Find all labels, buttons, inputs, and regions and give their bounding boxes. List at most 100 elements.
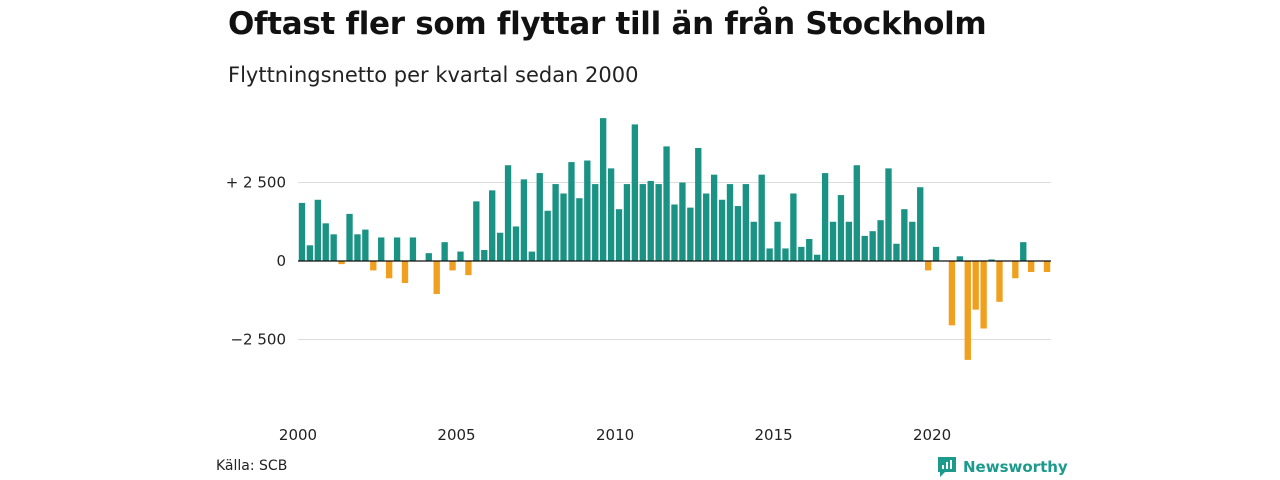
bar-2011Q2: [655, 184, 662, 261]
bar-2019Q4: [924, 261, 932, 271]
bar-2008Q4: [576, 198, 583, 261]
bar-2011Q4: [671, 204, 678, 261]
bar-2010Q1: [615, 209, 623, 261]
bar-2001Q2: [338, 261, 345, 265]
bar-2015Q3: [790, 193, 797, 261]
y-tick-label: + 2 500: [226, 174, 286, 192]
bar-2016Q2: [814, 254, 821, 261]
bar-2017Q3: [853, 165, 860, 261]
bar-2010Q2: [623, 184, 631, 261]
bar-2009Q4: [607, 168, 615, 261]
bar-2000Q2: [306, 245, 314, 261]
bar-2006Q2: [496, 232, 504, 261]
bar-2021Q3: [980, 261, 987, 329]
bar-2001Q3: [346, 213, 353, 261]
bar-2022Q1: [996, 261, 1003, 302]
bar-2014Q1: [742, 184, 750, 261]
bar-2006Q3: [504, 165, 512, 261]
bar-2001Q1: [330, 234, 337, 261]
bar-2019Q1: [901, 209, 908, 261]
bar-2013Q2: [718, 199, 726, 261]
bar-2020Q3: [948, 261, 956, 326]
bar-2023Q1: [1028, 261, 1035, 272]
bar-2014Q4: [766, 248, 773, 261]
bar-2004Q3: [441, 242, 448, 261]
bar-2019Q2: [909, 221, 916, 261]
bar-2007Q4: [544, 210, 551, 261]
bar-2007Q3: [536, 173, 543, 261]
bar-2006Q1: [489, 190, 496, 261]
bar-2009Q2: [592, 184, 599, 261]
bar-2017Q4: [861, 235, 868, 261]
bar-2023Q3: [1043, 261, 1051, 272]
bar-2011Q1: [647, 180, 654, 261]
bar-2008Q3: [568, 162, 575, 261]
bar-2019Q3: [917, 187, 924, 261]
x-tick-label: 2020: [913, 426, 951, 444]
bar-2021Q2: [972, 261, 979, 310]
bar-2004Q1: [425, 253, 432, 261]
bar-2004Q4: [449, 261, 456, 271]
chart-subtitle: Flyttningsnetto per kvartal sedan 2000: [228, 63, 639, 87]
bar-2012Q2: [687, 207, 694, 261]
x-tick-label: 2010: [596, 426, 634, 444]
brand-name: Newsworthy: [963, 458, 1068, 476]
bar-2020Q4: [956, 256, 964, 261]
bar-2022Q3: [1012, 261, 1019, 279]
bar-2003Q2: [401, 261, 409, 283]
bar-2022Q4: [1020, 242, 1027, 261]
bar-2001Q4: [354, 234, 361, 261]
bar-2008Q2: [560, 193, 567, 261]
bar-2015Q2: [782, 248, 789, 261]
bar-2014Q2: [750, 221, 757, 261]
bar-2018Q3: [885, 168, 892, 261]
bar-2018Q2: [877, 220, 884, 261]
bar-2005Q3: [473, 201, 480, 261]
bar-2000Q4: [322, 223, 329, 261]
bar-2016Q4: [829, 221, 837, 261]
bar-2008Q1: [552, 184, 559, 261]
bar-2005Q2: [465, 261, 472, 276]
bar-2002Q3: [378, 237, 385, 261]
y-tick-label: 0: [276, 252, 286, 270]
bar-2017Q1: [837, 195, 845, 261]
bar-2013Q3: [726, 184, 734, 261]
bar-2010Q3: [631, 124, 639, 261]
y-tick-label: −2 500: [230, 331, 286, 349]
newsworthy-logo-icon: [938, 457, 956, 477]
bar-2002Q1: [362, 229, 369, 261]
bar-2011Q3: [663, 146, 670, 261]
brand-logo[interactable]: Newsworthy: [937, 456, 1068, 478]
bar-2010Q4: [639, 184, 646, 261]
bar-2009Q3: [599, 118, 607, 261]
bar-2012Q1: [679, 182, 686, 261]
bar-2018Q1: [869, 231, 876, 261]
x-tick-label: 2005: [437, 426, 475, 444]
bar-2006Q4: [512, 226, 520, 261]
bar-2013Q4: [734, 206, 742, 261]
bar-2020Q1: [932, 246, 940, 261]
source-note: Källa: SCB: [216, 458, 288, 474]
bar-2005Q4: [481, 250, 488, 261]
bar-2000Q1: [298, 202, 306, 261]
bar-2002Q2: [370, 261, 377, 271]
gridlines: [298, 182, 1051, 340]
bar-2003Q1: [393, 237, 401, 261]
bar-2009Q1: [584, 160, 591, 261]
bar-2003Q3: [409, 237, 417, 261]
bar-2021Q4: [988, 259, 995, 261]
bar-2000Q3: [314, 199, 321, 261]
chart-title: Oftast fler som flyttar till än från Sto…: [228, 6, 987, 42]
bars: [298, 118, 1051, 360]
bar-2002Q4: [385, 261, 393, 279]
bar-2007Q1: [520, 179, 528, 261]
bar-2013Q1: [710, 174, 718, 261]
bar-2015Q1: [774, 221, 781, 261]
bar-2021Q1: [964, 261, 971, 360]
bar-2004Q2: [433, 261, 440, 294]
bar-2005Q1: [457, 251, 464, 261]
bar-2017Q2: [845, 221, 853, 261]
bar-2018Q4: [893, 243, 900, 261]
bar-2012Q3: [695, 147, 702, 261]
